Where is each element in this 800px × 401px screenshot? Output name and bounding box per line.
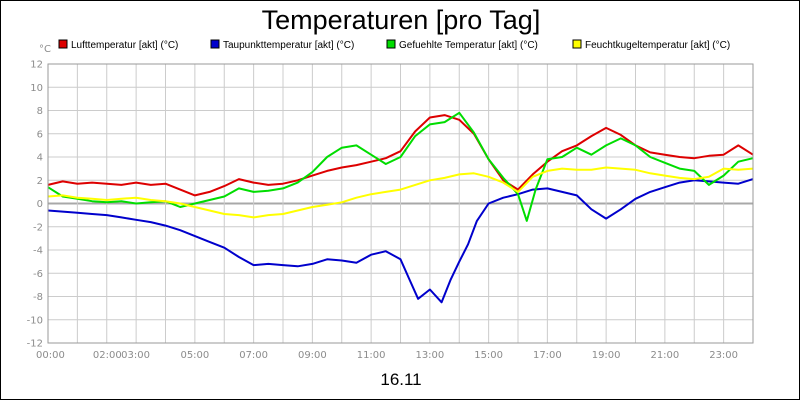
legend-item: Gefuehlte Temperatur [akt] (°C): [386, 39, 538, 51]
series-line: [47, 178, 754, 304]
x-tick-label: 00:00: [36, 350, 65, 361]
x-tick-label: 23:00: [709, 350, 738, 361]
legend-label: Lufttemperatur [akt] (°C): [71, 40, 178, 51]
y-tick-label: -4: [33, 246, 43, 257]
y-tick-label: 10: [30, 83, 43, 94]
legend-swatch: [386, 39, 396, 49]
legend: Lufttemperatur [akt] (°C) Taupunkttempera…: [58, 39, 730, 51]
y-tick-label: -12: [27, 339, 43, 350]
x-tick-label: 05:00: [180, 350, 209, 361]
y-tick-label: 0: [37, 199, 43, 210]
legend-label: Taupunkttemperatur [akt] (°C): [223, 40, 354, 51]
y-tick-label: 12: [30, 60, 43, 71]
x-tick-label: 15:00: [474, 350, 503, 361]
x-axis-ticks: 00:00 02:00 03:00 05:00 07:00 09:00 11:00 13:00…: [36, 350, 738, 361]
legend-label: Gefuehlte Temperatur [akt] (°C): [399, 40, 538, 51]
x-tick-label: 19:00: [592, 350, 621, 361]
series-lines: [47, 111, 754, 304]
legend-item: Feuchtkugeltemperatur [akt] (°C): [572, 39, 730, 51]
y-unit-label: °C: [39, 44, 51, 55]
y-tick-label: -6: [33, 269, 43, 280]
legend-item: Lufttemperatur [akt] (°C): [58, 39, 178, 51]
x-tick-label: 07:00: [239, 350, 268, 361]
x-tick-label: 13:00: [415, 350, 444, 361]
y-tick-label: -8: [33, 292, 43, 303]
legend-label: Feuchtkugeltemperatur [akt] (°C): [585, 40, 730, 51]
legend-item: Taupunkttemperatur [akt] (°C): [210, 39, 354, 51]
legend-swatch: [210, 39, 220, 49]
chart-title: Temperaturen [pro Tag]: [262, 5, 541, 35]
plot-border: [47, 63, 754, 344]
legend-swatch: [572, 39, 582, 49]
legend-swatch: [58, 39, 68, 49]
x-tick-label: 21:00: [650, 350, 679, 361]
x-tick-label: 11:00: [357, 350, 386, 361]
y-tick-label: 8: [37, 106, 43, 117]
date-label: 16.11: [380, 370, 421, 389]
x-tick-label: 03:00: [121, 350, 150, 361]
y-tick-label: -10: [27, 315, 43, 326]
x-tick-label: 17:00: [533, 350, 562, 361]
y-axis-ticks: 12 10 8 6 4 2 0 -2 -4 -6 -8 -10 -12: [27, 60, 43, 350]
y-tick-label: 2: [37, 176, 43, 187]
x-tick-label: 09:00: [298, 350, 327, 361]
y-tick-label: -2: [33, 222, 43, 233]
x-tick-label: 02:00: [93, 350, 122, 361]
series-line: [47, 166, 754, 219]
y-tick-label: 6: [37, 129, 43, 140]
y-tick-label: 4: [37, 153, 43, 164]
gridlines: [48, 63, 753, 344]
